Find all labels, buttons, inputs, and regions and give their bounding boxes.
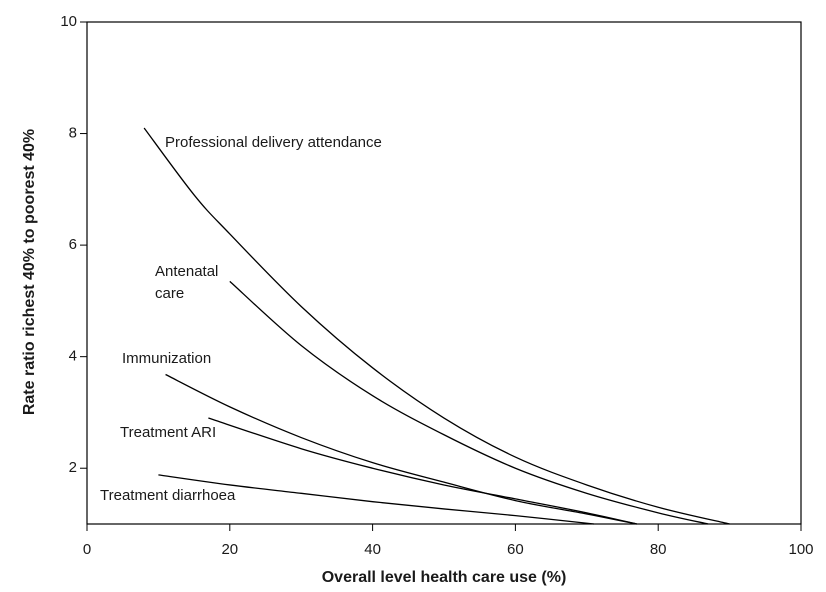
line: [208, 417, 637, 525]
series-label: Treatment ARI: [120, 424, 216, 441]
plot-frame: [86, 21, 802, 525]
x-tick-label: 80: [650, 541, 667, 558]
x-axis-title: Overall level health care use (%): [322, 569, 567, 586]
y-tick-label: 2: [69, 459, 77, 476]
x-tick-label: 20: [221, 541, 238, 558]
y-tick-label: 10: [60, 13, 77, 30]
x-tick-label: 60: [507, 541, 524, 558]
y-tick-label: 6: [69, 236, 77, 253]
line: [143, 127, 730, 525]
x-tick-label: 100: [788, 541, 813, 558]
y-tick-label: 8: [69, 125, 77, 142]
series-label: Professional delivery attendance: [165, 134, 382, 151]
series-label: Immunization: [122, 350, 211, 367]
line: [165, 373, 637, 525]
y-axis-title: Rate ratio richest 40% to poorest 40%: [21, 129, 38, 415]
series-label: Antenatal care: [155, 263, 218, 302]
y-tick-label: 4: [69, 348, 77, 365]
line: [229, 280, 709, 525]
line: [158, 474, 595, 525]
x-tick-label: 0: [83, 541, 91, 558]
x-tick-label: 40: [364, 541, 381, 558]
series-label: Treatment diarrhoea: [100, 487, 236, 504]
